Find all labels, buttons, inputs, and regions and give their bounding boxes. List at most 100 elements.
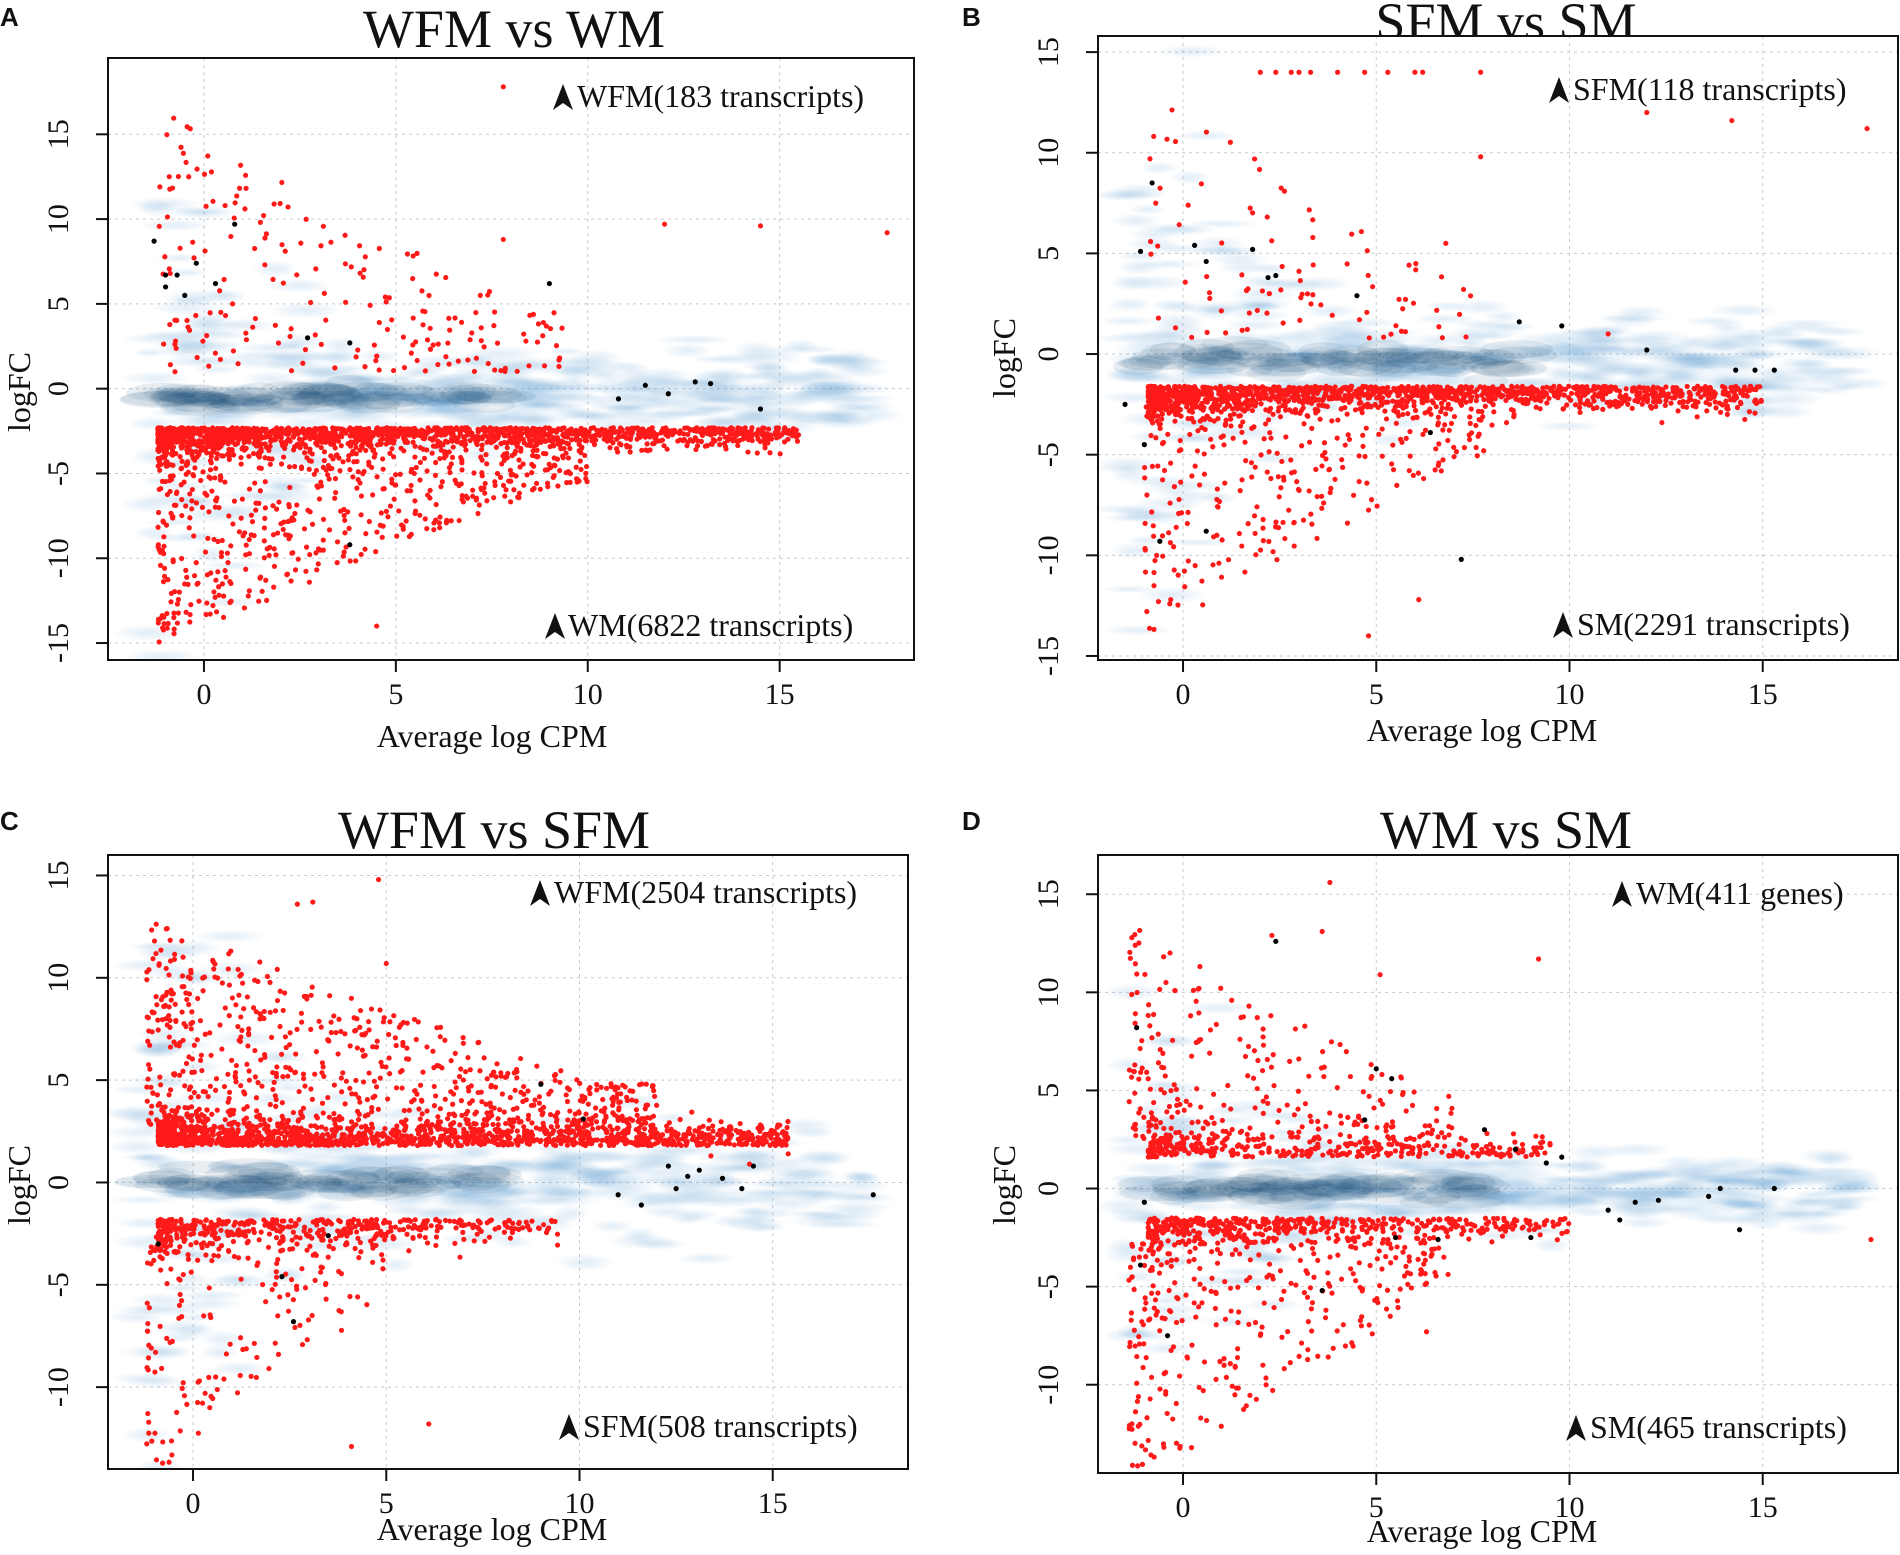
de-point (1266, 386, 1272, 392)
density-smear (1533, 421, 1603, 432)
de-point (486, 288, 493, 295)
de-point (289, 550, 295, 556)
de-point (1746, 409, 1753, 415)
de-point (447, 327, 453, 333)
y-tick-label: -10 (42, 538, 75, 578)
density-core (371, 392, 434, 407)
de-point (164, 445, 171, 451)
de-point (279, 179, 285, 186)
de-point (1319, 463, 1325, 469)
de-point (246, 551, 253, 557)
de-point (180, 435, 187, 441)
de-point (173, 345, 179, 351)
de-point (482, 480, 488, 487)
de-point (565, 455, 572, 461)
density-core (453, 397, 516, 413)
de-point (1171, 484, 1177, 490)
de-point (1319, 505, 1325, 511)
de-point (1466, 436, 1473, 443)
density-core (1327, 356, 1394, 377)
de-point (161, 565, 168, 571)
de-point (443, 453, 449, 459)
de-point (1266, 449, 1272, 455)
density-core (1248, 358, 1321, 377)
de-point (1202, 385, 1208, 391)
de-point (1332, 476, 1338, 482)
density-smear (1168, 170, 1212, 185)
de-point (521, 440, 527, 446)
de-point (449, 454, 456, 461)
de-point (1390, 442, 1396, 448)
de-point (189, 506, 195, 512)
de-point (252, 480, 258, 486)
de-point (483, 451, 489, 458)
de-point (183, 503, 189, 509)
de-point (161, 450, 168, 456)
de-point (492, 479, 498, 485)
de-point (347, 558, 353, 564)
de-point (1189, 407, 1195, 413)
de-point (262, 434, 268, 440)
de-point (504, 445, 510, 451)
density-smear (1412, 313, 1480, 324)
de-point (1429, 398, 1435, 404)
de-point (207, 467, 214, 473)
de-point (1411, 403, 1417, 409)
de-point (473, 437, 479, 443)
de-point (201, 425, 208, 431)
de-point (408, 482, 414, 489)
density-core (299, 383, 362, 402)
density-smear (1385, 343, 1454, 358)
de-point (761, 433, 768, 439)
density-core (1385, 351, 1460, 371)
density-smear (1246, 407, 1293, 425)
de-point (1258, 452, 1264, 458)
de-point (383, 508, 389, 514)
density-core (154, 389, 231, 403)
de-point (161, 543, 167, 549)
de-point (261, 555, 267, 561)
de-point (1294, 479, 1300, 485)
de-point (353, 439, 359, 445)
de-point (358, 428, 364, 434)
non-de-point (665, 391, 671, 397)
de-point (1618, 401, 1625, 407)
de-point (1215, 416, 1221, 422)
de-point (1495, 392, 1501, 398)
de-point (273, 506, 280, 512)
density-smear (1156, 44, 1227, 58)
de-point (216, 592, 222, 598)
de-point (246, 486, 253, 492)
de-point (168, 599, 174, 605)
de-point (1225, 557, 1232, 563)
de-point (567, 445, 573, 452)
de-point (186, 174, 192, 180)
de-point (1252, 464, 1258, 470)
de-point (389, 438, 395, 445)
de-point (734, 438, 740, 445)
density-core (1410, 360, 1467, 377)
de-point (280, 454, 287, 460)
de-point (387, 503, 394, 509)
de-point (1679, 391, 1685, 397)
de-point (1252, 530, 1258, 537)
de-point (514, 443, 520, 450)
de-point (427, 495, 433, 501)
de-point (1587, 402, 1594, 408)
de-point (432, 425, 438, 431)
de-point (1319, 397, 1326, 404)
de-point (341, 549, 347, 555)
de-point (1274, 557, 1280, 563)
de-point (467, 437, 473, 444)
de-point (166, 478, 173, 484)
de-point (479, 446, 485, 453)
density-smear (667, 404, 744, 413)
de-point (1430, 383, 1437, 390)
de-point (1345, 432, 1351, 438)
density-smear (709, 366, 747, 384)
de-point (571, 431, 577, 437)
de-point (1214, 503, 1221, 510)
density-smear (158, 400, 200, 419)
de-point (1474, 393, 1480, 399)
